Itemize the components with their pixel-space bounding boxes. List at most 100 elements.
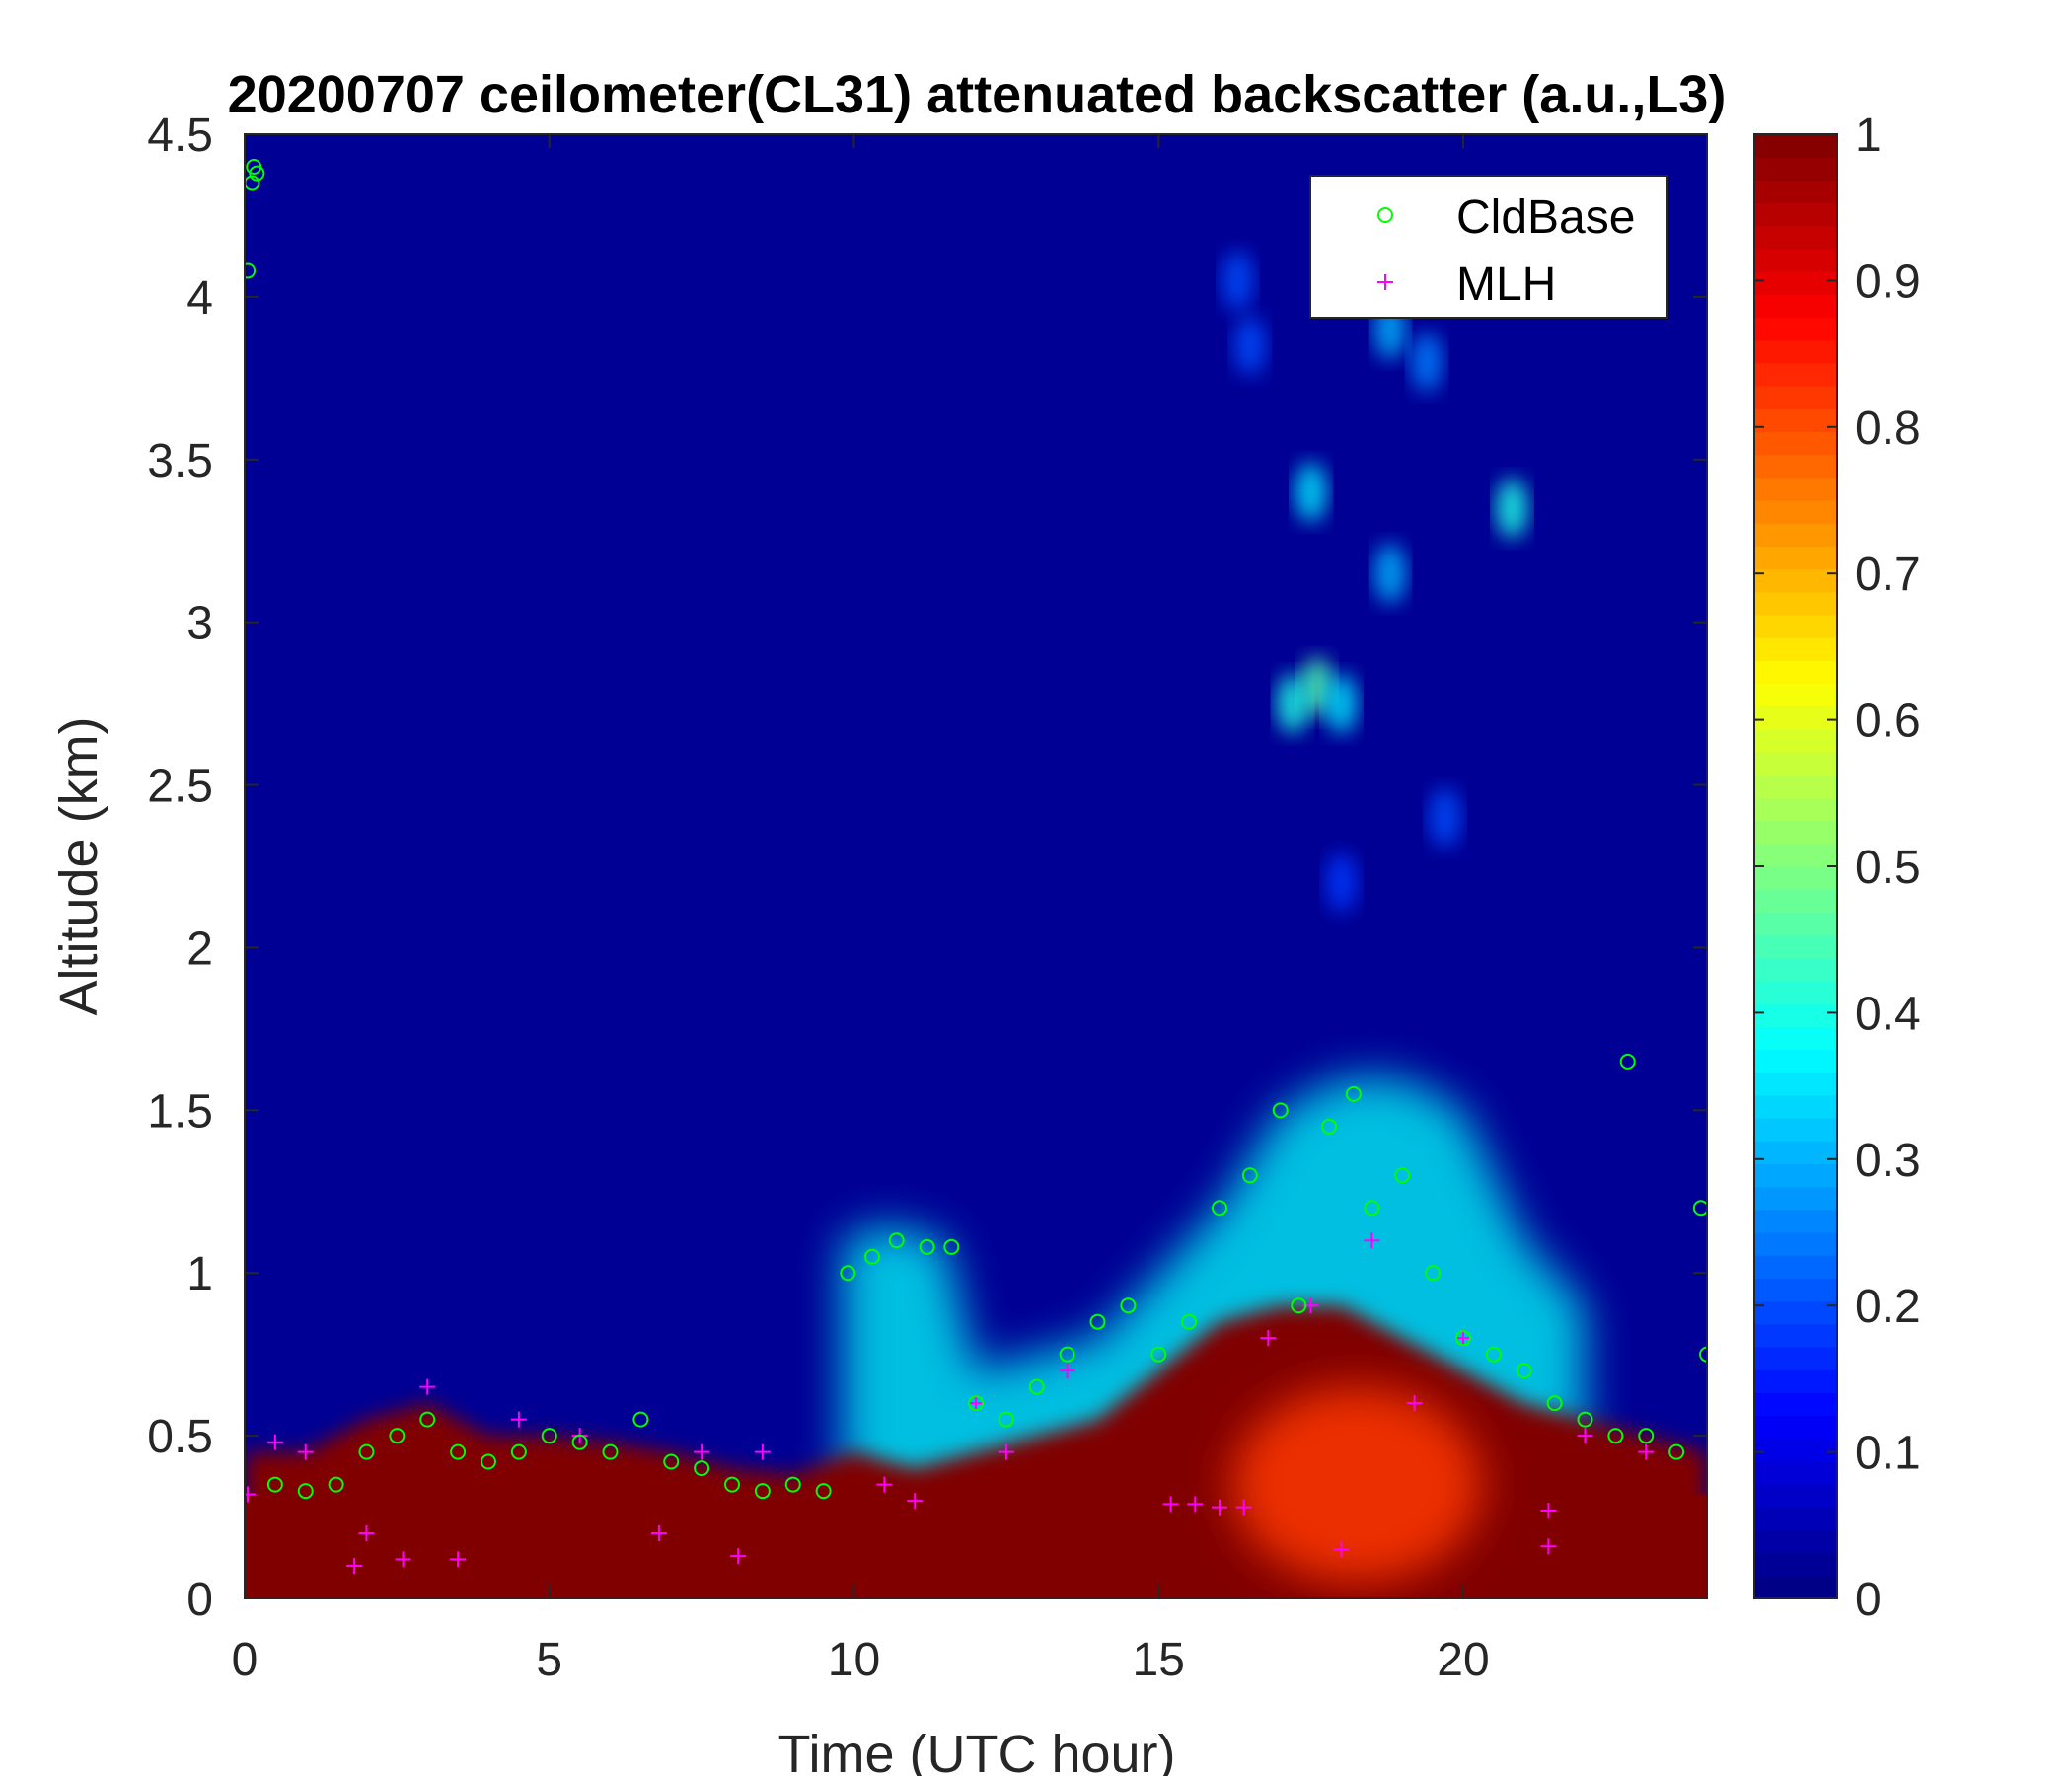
colorbar-cell (1754, 1346, 1837, 1370)
colorbar-cell (1754, 1392, 1837, 1417)
mlh-markers (245, 1232, 1655, 1575)
mlh-point (1162, 1496, 1179, 1513)
colorbar-cell (1754, 1484, 1837, 1508)
mlh-point (876, 1476, 893, 1493)
colorbar-cell (1754, 134, 1837, 158)
colorbar-tick-label: 0.5 (1855, 842, 1921, 894)
mlh-point (1455, 1330, 1471, 1347)
y-tick-label: 2 (186, 923, 213, 975)
cldbase-point (1577, 1411, 1593, 1428)
mlh-point (1260, 1330, 1277, 1347)
cldbase-point (663, 1453, 680, 1470)
cldbase-point (784, 1476, 801, 1493)
mlh-point (297, 1443, 314, 1460)
cldbase-point (419, 1411, 436, 1428)
colorbar-cell (1754, 362, 1837, 387)
colorbar-cell (1754, 157, 1837, 181)
cldbase-point (297, 1483, 314, 1500)
cldbase-point (541, 1428, 557, 1444)
y-tick-label: 0.5 (147, 1411, 213, 1463)
colorbar-cell (1754, 386, 1837, 409)
mlh-point (1577, 1428, 1593, 1444)
cldbase-point (328, 1476, 344, 1493)
colorbar-tick-label: 0.6 (1855, 696, 1921, 748)
mlh-point (1235, 1499, 1252, 1516)
mlh-point (907, 1493, 924, 1510)
x-tick-label: 20 (1437, 1634, 1489, 1686)
cldbase-point (1241, 1167, 1258, 1184)
cldbase-point (1394, 1167, 1411, 1184)
mlh-point (346, 1558, 363, 1575)
mlh-point (395, 1551, 411, 1568)
mlh-point (510, 1411, 527, 1428)
colorbar-cell (1754, 454, 1837, 479)
colorbar-cell (1754, 1209, 1837, 1233)
legend-mlh-marker (1377, 274, 1393, 290)
colorbar-cell (1754, 477, 1837, 501)
cldbase-point (266, 1476, 283, 1493)
mlh-point (1212, 1499, 1227, 1516)
colorbar-cell (1754, 1186, 1837, 1211)
colorbar-cell (1754, 1300, 1837, 1325)
cldbase-point (1619, 1053, 1636, 1070)
cldbase-point (1212, 1200, 1227, 1217)
colorbar-tick-label: 0.7 (1855, 549, 1921, 601)
colorbar-tick-label: 1 (1855, 110, 1882, 162)
colorbar-cell (1754, 912, 1837, 936)
cldbase-point (1028, 1378, 1045, 1395)
colorbar-cell (1754, 180, 1837, 204)
colorbar-cell (1754, 728, 1837, 753)
colorbar-cell (1754, 339, 1837, 364)
cldbase-point (1638, 1428, 1655, 1444)
mlh-point (1059, 1363, 1075, 1379)
aloft-feature (1410, 332, 1443, 392)
legend-cldbase-label: CldBase (1456, 191, 1635, 244)
cldbase-point (998, 1411, 1014, 1428)
y-tick-label: 3 (186, 598, 213, 650)
colorbar-cell (1754, 1072, 1837, 1096)
cldbase-point (1364, 1200, 1380, 1217)
aloft-feature (1325, 852, 1358, 913)
colorbar-cell (1754, 1094, 1837, 1119)
colorbar-gradient (1754, 134, 1837, 1599)
legend-mlh-label: MLH (1456, 259, 1556, 311)
colorbar-cell (1754, 271, 1837, 295)
colorbar-cell (1754, 225, 1837, 250)
aloft-feature (1221, 251, 1254, 311)
colorbar-cell (1754, 568, 1837, 593)
colorbar-cell (1754, 957, 1837, 982)
colorbar-cell (1754, 591, 1837, 616)
colorbar-tick-label: 0.4 (1855, 988, 1921, 1040)
cldbase-point (1546, 1395, 1563, 1412)
x-axis-label: Time (UTC hour) (777, 1725, 1175, 1776)
mlh-point (1540, 1502, 1557, 1518)
mlh-point (1540, 1538, 1557, 1555)
cldbase-point (694, 1460, 710, 1477)
cldbase-point (1455, 1330, 1471, 1347)
mlh-point (1187, 1496, 1204, 1513)
colorbar-cell (1754, 1026, 1837, 1051)
cldbase-point (602, 1443, 619, 1460)
y-axis: 0 0.5 1 1.5 2 2.5 3 3.5 4 4.5 (147, 110, 1707, 1626)
colorbar-cell (1754, 843, 1837, 867)
cldbase-point (358, 1443, 375, 1460)
cldbase-point (1181, 1313, 1198, 1330)
y-tick-label: 4.5 (147, 110, 213, 162)
cldbase-point (571, 1434, 588, 1450)
colorbar-cell (1754, 1163, 1837, 1188)
cldbase-point (968, 1395, 984, 1412)
aloft-feature (1295, 462, 1327, 522)
legend: CldBase MLH (1309, 175, 1668, 319)
colorbar: 0 0.1 0.2 0.3 0.4 0.5 0.6 0.7 0.8 0.9 1 (1753, 110, 1921, 1626)
cldbase-point (632, 1411, 649, 1428)
aloft-feature (1300, 657, 1333, 717)
colorbar-tick-label: 0.2 (1855, 1281, 1921, 1333)
cldbase-point (510, 1443, 527, 1460)
colorbar-cell (1754, 1118, 1837, 1142)
cldbase-point (450, 1443, 467, 1460)
y-tick-label: 4 (186, 272, 213, 325)
mlh-point (968, 1395, 984, 1412)
colorbar-cell (1754, 1141, 1837, 1165)
colorbar-cell (1754, 1415, 1837, 1440)
colorbar-cell (1754, 752, 1837, 776)
